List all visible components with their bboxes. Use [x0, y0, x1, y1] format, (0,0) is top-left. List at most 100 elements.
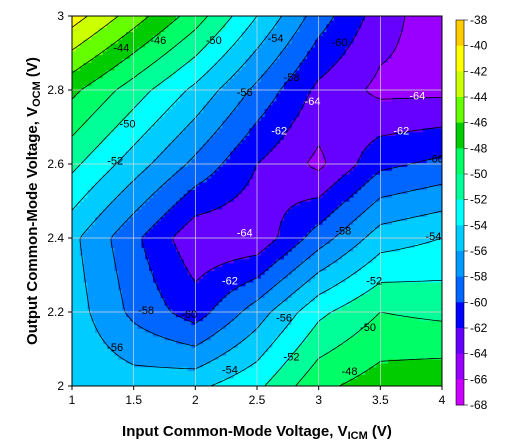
contour-cell: [364, 301, 370, 306]
contour-cell: [83, 197, 89, 202]
contour-cell: [330, 362, 335, 368]
contour-cell: [276, 193, 281, 198]
contour-cell: [353, 239, 358, 244]
contour-cell: [318, 308, 324, 314]
contour-cell: [210, 339, 216, 345]
contour-cell: [210, 285, 216, 291]
contour-cell: [426, 285, 432, 291]
contour-cell: [122, 362, 127, 368]
contour-cell: [95, 305, 100, 310]
contour-cell: [91, 297, 96, 302]
contour-cell: [353, 197, 358, 202]
contour-cell: [403, 227, 408, 233]
contour-cell: [395, 201, 401, 206]
contour-cell: [210, 224, 216, 229]
contour-cell: [233, 254, 239, 260]
contour-cell: [272, 216, 277, 221]
contour-cell: [403, 285, 408, 291]
contour-cell: [426, 270, 432, 275]
contour-cell: [430, 216, 435, 221]
contour-cell: [214, 251, 220, 256]
contour-cell: [156, 254, 162, 260]
contour-cell: [326, 247, 331, 252]
contour-cell: [129, 204, 135, 210]
contour-cell: [203, 297, 208, 302]
contour-cell: [172, 297, 177, 302]
contour-cell: [102, 378, 108, 383]
contour-cell: [222, 212, 227, 218]
contour-cell: [376, 328, 381, 333]
contour-cell: [245, 374, 250, 379]
contour-cell: [118, 382, 123, 386]
contour-cell: [264, 193, 270, 198]
contour-cell: [233, 270, 239, 275]
contour-cell: [206, 347, 212, 352]
contour-cell: [353, 366, 358, 372]
contour-cell: [280, 270, 285, 275]
contour-cell: [214, 297, 220, 302]
contour-cell: [403, 197, 408, 202]
contour-cell: [110, 208, 115, 214]
contour-cell: [322, 193, 327, 198]
contour-cell: [230, 278, 235, 283]
contour-cell: [260, 328, 266, 333]
contour-cell: [164, 193, 169, 198]
contour-cell: [384, 270, 389, 275]
contour-cell: [299, 212, 304, 218]
contour-cell: [75, 316, 81, 322]
contour-cell: [233, 316, 239, 322]
contour-cell: [152, 316, 158, 322]
contour-cell: [434, 328, 439, 333]
contour-cell: [218, 343, 223, 349]
contour-cell: [422, 208, 428, 214]
contour-cell: [345, 227, 351, 233]
contour-cell: [133, 316, 139, 322]
contour-cell: [388, 208, 393, 214]
contour-cell: [137, 382, 142, 386]
contour-cell: [91, 328, 96, 333]
contour-cell: [214, 285, 220, 291]
contour-cell: [391, 370, 397, 376]
contour-cell: [422, 359, 428, 364]
contour-cell: [233, 227, 239, 233]
contour-cell: [357, 193, 362, 198]
contour-cell: [91, 355, 96, 360]
contour-cell: [307, 347, 312, 352]
contour-cell: [176, 224, 181, 229]
contour-cell: [91, 227, 96, 233]
contour-cell: [257, 270, 262, 275]
contour-cell: [307, 212, 312, 218]
contour-cell: [257, 351, 262, 356]
contour-cell: [141, 254, 146, 260]
contour-cell: [260, 220, 266, 225]
contour-cell: [233, 324, 239, 329]
contour-cell: [145, 193, 150, 198]
contour-cell: [349, 308, 354, 314]
contour-cell: [149, 370, 154, 376]
contour-cell: [183, 281, 189, 287]
contour-cell: [149, 216, 154, 221]
contour-cell: [72, 343, 77, 349]
contour-cell: [172, 216, 177, 221]
contour-cell: [353, 320, 358, 325]
contour-cell: [118, 301, 123, 306]
contour-cell: [395, 355, 401, 360]
contour-cell: [384, 258, 389, 264]
contour-cell: [152, 243, 158, 248]
contour-cell: [164, 362, 169, 368]
contour-cell: [287, 212, 293, 218]
contour-cell: [145, 378, 150, 383]
contour-cell: [438, 335, 442, 341]
contour-cell: [345, 312, 351, 318]
contour-cell: [272, 247, 277, 252]
contour-cell: [149, 335, 154, 341]
contour-cell: [145, 216, 150, 221]
contour-cell: [438, 189, 442, 194]
contour-cell: [407, 297, 412, 302]
contour-cell: [191, 301, 196, 306]
contour-cell: [179, 378, 185, 383]
contour-cell: [102, 266, 108, 271]
contour-cell: [149, 262, 154, 268]
contour-cell: [395, 378, 401, 383]
contour-cell: [118, 285, 123, 291]
